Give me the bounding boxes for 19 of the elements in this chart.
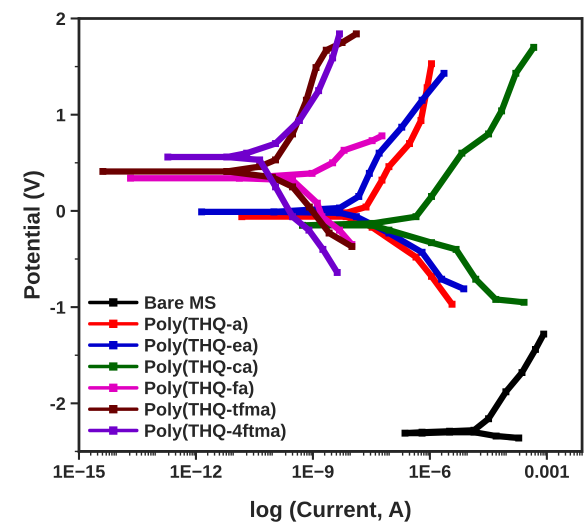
x-tick-label: 1E−12 <box>170 465 222 478</box>
legend-label: Poly(THQ-fa) <box>145 381 254 398</box>
legend-label: Poly(THQ-tfma) <box>145 402 276 420</box>
y-tick-label: -1 <box>50 301 66 314</box>
legend-label: Bare MS <box>145 296 216 309</box>
legend-label: Poly(THQ-ca) <box>145 360 258 377</box>
y-tick-label: -2 <box>50 397 66 410</box>
x-axis-title: log (Current, A) <box>251 500 410 522</box>
x-tick-label: 1E−15 <box>54 465 105 478</box>
legend-label: Poly(THQ-4ftma) <box>145 424 286 441</box>
x-tick-label: 1E−6 <box>410 465 451 478</box>
legend-label: Poly(THQ-ea) <box>145 338 258 356</box>
y-axis-title: Potential (V) <box>23 171 44 298</box>
x-tick-label: 0.001 <box>524 465 569 478</box>
y-tick-label: 2 <box>56 12 66 26</box>
y-tick-label: 0 <box>56 204 66 218</box>
legend-label: Poly(THQ-a) <box>145 317 248 334</box>
x-tick-label: 1E−9 <box>292 465 334 478</box>
y-tick-label: 1 <box>56 108 66 122</box>
